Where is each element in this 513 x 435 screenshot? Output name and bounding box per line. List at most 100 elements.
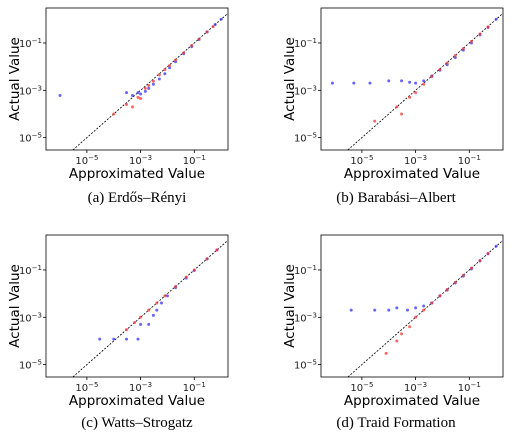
panel-caption: (b) Barabási–Albert	[336, 190, 456, 206]
panel-caption: (c) Watts–Strogatz	[81, 415, 193, 431]
red-point	[215, 248, 219, 252]
red-point	[408, 325, 412, 329]
red-point	[422, 82, 426, 86]
blue-point	[147, 86, 151, 90]
blue-point	[139, 322, 143, 326]
red-point	[139, 315, 143, 319]
y-tick-label: 10−5	[19, 359, 42, 372]
red-point	[384, 351, 388, 355]
blue-point	[406, 308, 410, 312]
red-point	[182, 51, 186, 55]
plot-frame	[320, 234, 504, 378]
plot-frame	[45, 234, 229, 378]
y-axis-label: Actual Value	[282, 264, 298, 348]
red-point	[151, 79, 155, 83]
red-point	[205, 257, 209, 261]
y-axis-label: Actual Value	[282, 37, 298, 121]
red-point	[373, 119, 377, 123]
blue-point	[400, 79, 404, 83]
red-point	[197, 37, 201, 41]
red-point	[469, 40, 473, 44]
red-point	[211, 25, 215, 29]
red-point	[438, 294, 442, 298]
blue-point	[147, 322, 151, 326]
red-point	[139, 96, 143, 100]
blue-point	[422, 79, 426, 83]
blue-point	[143, 89, 147, 93]
blue-point	[414, 306, 418, 310]
blue-point	[387, 308, 391, 312]
blue-point	[368, 81, 372, 85]
red-point	[414, 315, 418, 319]
red-point	[486, 25, 490, 29]
blue-point	[136, 337, 140, 341]
red-point	[395, 339, 399, 343]
red-point	[469, 266, 473, 270]
plot-frame	[320, 7, 504, 151]
red-point	[414, 91, 418, 95]
red-point	[400, 112, 404, 116]
blue-point	[219, 17, 223, 21]
red-point	[430, 75, 434, 79]
blue-point	[151, 313, 155, 317]
blue-point	[408, 80, 412, 84]
blue-point	[213, 23, 217, 27]
red-point	[400, 332, 404, 336]
red-point	[478, 32, 482, 36]
red-point	[478, 259, 482, 263]
red-point	[157, 73, 161, 77]
blue-point	[163, 72, 167, 76]
red-point	[190, 44, 194, 48]
blue-point	[98, 337, 102, 341]
red-point	[163, 294, 167, 298]
blue-point	[352, 81, 356, 85]
red-point	[422, 308, 426, 312]
red-point	[486, 251, 490, 255]
blue-point	[125, 91, 129, 95]
blue-point	[151, 82, 155, 86]
x-axis-label: Approximated Value	[344, 166, 480, 182]
reference-line	[72, 239, 229, 378]
blue-point	[58, 94, 62, 98]
reference-line	[72, 12, 229, 151]
red-point	[147, 83, 151, 87]
red-point	[453, 280, 457, 284]
red-point	[133, 321, 137, 325]
y-tick-label: 10−5	[294, 132, 317, 145]
blue-point	[125, 337, 129, 341]
blue-point	[395, 306, 399, 310]
blue-point	[159, 301, 163, 305]
red-point	[155, 301, 159, 305]
red-point	[136, 95, 140, 99]
red-point	[112, 112, 116, 116]
red-point	[430, 301, 434, 305]
red-point	[192, 268, 196, 272]
x-axis-label: Approximated Value	[69, 166, 205, 182]
red-point	[184, 275, 188, 279]
blue-point	[131, 94, 135, 98]
red-point	[205, 30, 209, 34]
blue-point	[387, 79, 391, 83]
red-point	[445, 287, 449, 291]
plot-frame	[45, 7, 229, 151]
blue-point	[494, 244, 498, 248]
blue-point	[373, 308, 377, 312]
red-point	[125, 103, 129, 107]
red-point	[131, 105, 135, 109]
blue-point	[349, 308, 353, 312]
red-point	[147, 308, 151, 312]
panel-caption: (a) Erdős–Rényi	[88, 190, 187, 206]
blue-point	[330, 81, 334, 85]
red-point	[461, 273, 465, 277]
red-point	[408, 95, 412, 99]
x-axis-label: Approximated Value	[344, 393, 480, 409]
blue-point	[136, 91, 140, 95]
y-tick-label: 10−5	[19, 132, 42, 145]
red-point	[174, 58, 178, 62]
blue-point	[422, 304, 426, 308]
